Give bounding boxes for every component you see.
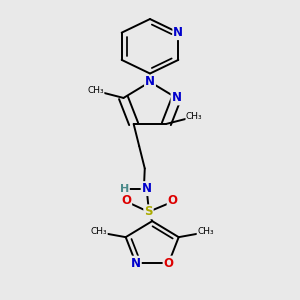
Text: N: N xyxy=(142,182,152,195)
Text: H: H xyxy=(120,184,129,194)
Text: CH₃: CH₃ xyxy=(87,86,104,95)
Text: N: N xyxy=(131,256,141,270)
Text: O: O xyxy=(164,256,174,270)
Text: O: O xyxy=(168,194,178,208)
Text: N: N xyxy=(145,75,155,88)
Text: S: S xyxy=(144,205,153,218)
Text: CH₃: CH₃ xyxy=(197,227,214,236)
Text: CH₃: CH₃ xyxy=(186,112,202,121)
Text: N: N xyxy=(172,92,182,104)
Text: O: O xyxy=(121,194,131,208)
Text: N: N xyxy=(173,26,183,39)
Text: CH₃: CH₃ xyxy=(91,227,107,236)
